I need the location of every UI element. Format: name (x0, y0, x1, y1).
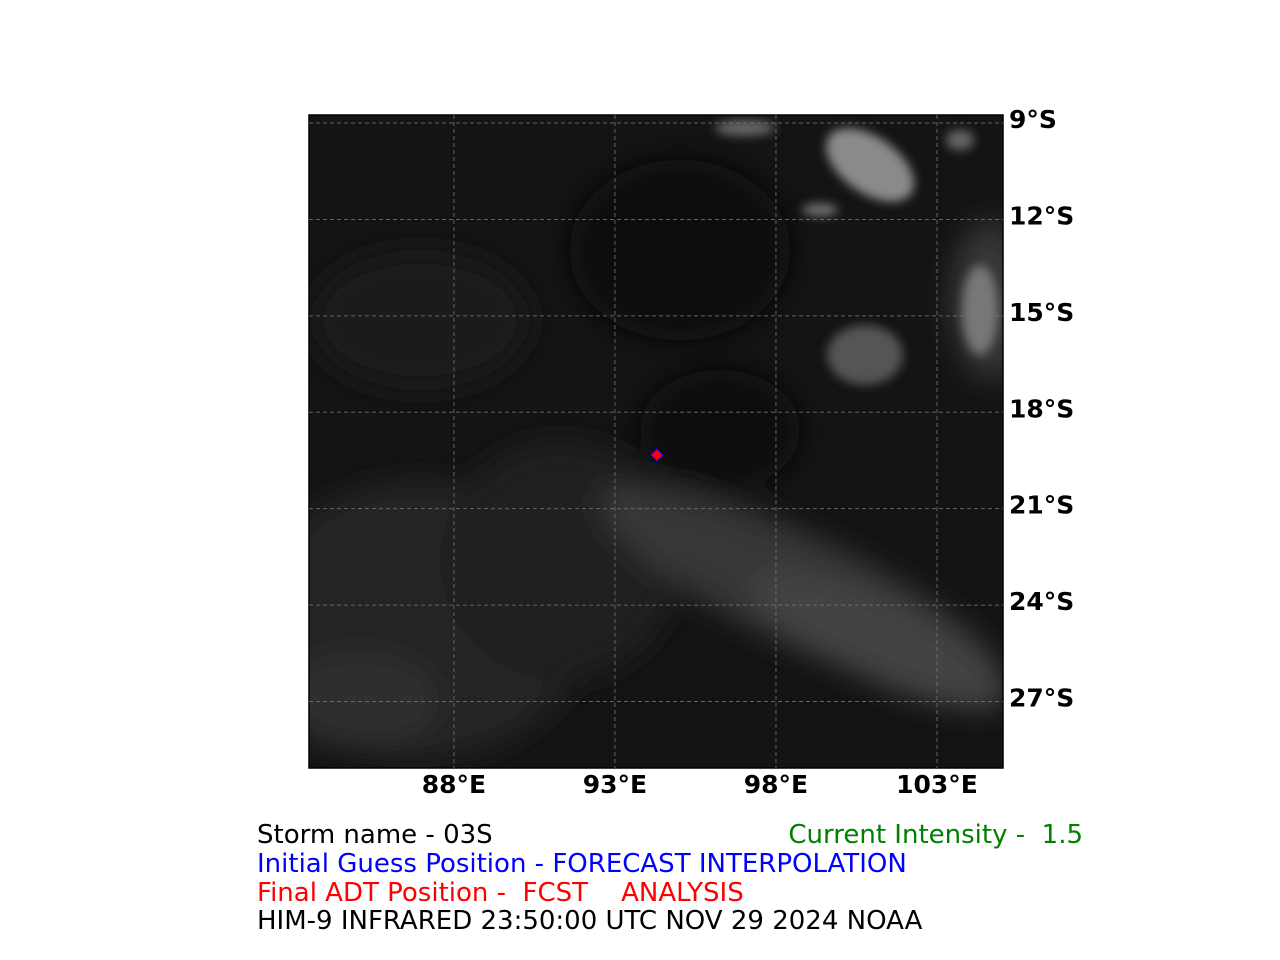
y-tick-label: 18°S (1009, 394, 1074, 423)
y-tick-label: 9°S (1009, 105, 1057, 134)
y-tick-label: 27°S (1009, 683, 1074, 712)
y-tick-label: 24°S (1009, 587, 1074, 616)
map-frame (308, 114, 1004, 769)
final-position: Final ADT Position - FCST ANALYSIS (257, 878, 744, 908)
source: HIM-9 INFRARED 23:50:00 UTC NOV 29 2024 … (257, 906, 923, 936)
y-tick-label: 21°S (1009, 491, 1074, 520)
x-tick-label: 93°E (583, 770, 647, 799)
satellite-image (309, 115, 1003, 768)
initial-guess: Initial Guess Position - FORECAST INTERP… (257, 849, 907, 879)
map: 88°E 93°E 98°E 103°E 9°S 12°S 15°S 18°S 21°S 24°S… (308, 105, 1074, 799)
storm-name: Storm name - 03S (257, 820, 493, 850)
y-tick-label: 12°S (1009, 201, 1074, 230)
position-marker (651, 449, 663, 461)
current-intensity: Current Intensity - 1.5 (788, 820, 1083, 850)
x-tick-label: 88°E (422, 770, 486, 799)
x-tick-label: 98°E (744, 770, 808, 799)
y-tick-label: 15°S (1009, 298, 1074, 327)
x-tick-label: 103°E (896, 770, 978, 799)
